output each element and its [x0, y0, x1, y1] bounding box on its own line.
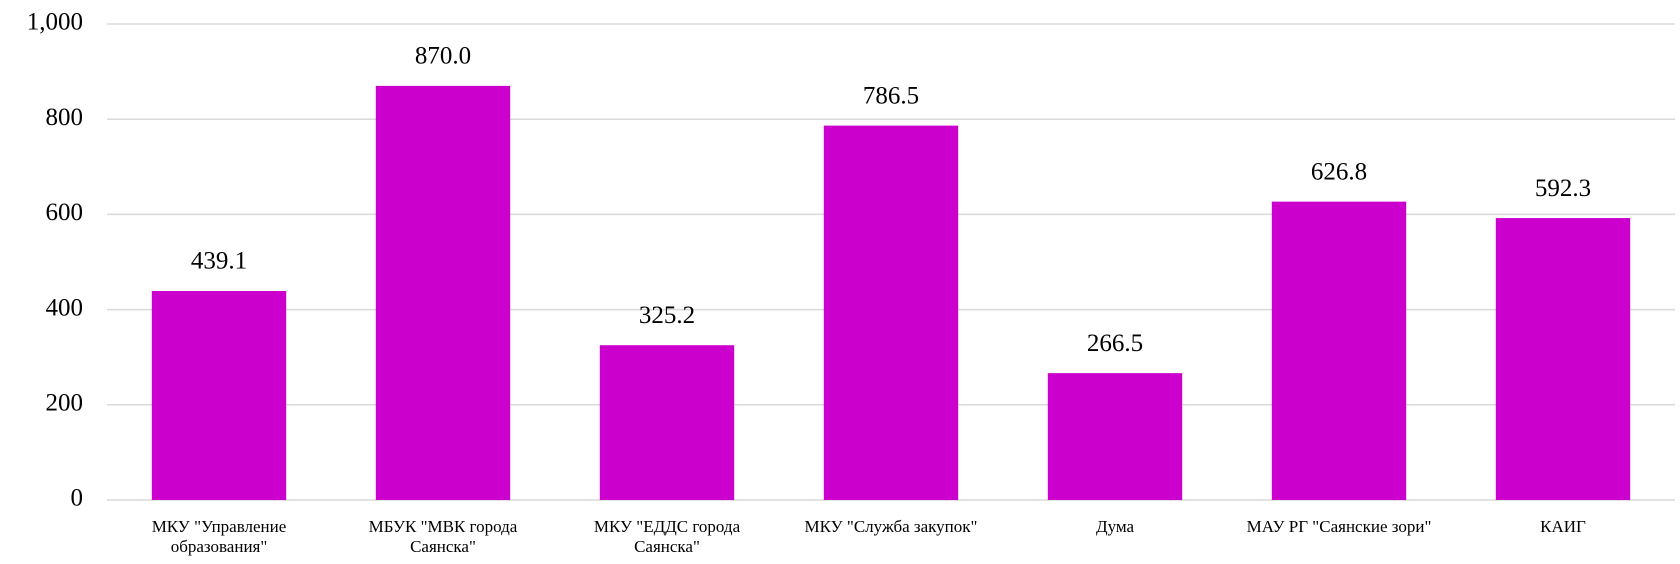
bar [599, 345, 735, 500]
x-tick-label: Дума [1095, 517, 1135, 536]
data-label: 786.5 [863, 82, 919, 109]
x-tick-label: МБУК "МВК города Саянска" [368, 517, 518, 556]
y-tick-label: 800 [46, 104, 84, 131]
x-tick-label: МАУ РГ "Саянские зори" [1246, 517, 1432, 536]
x-tick-label: МКУ "Служба закупок" [804, 517, 978, 536]
bar [1271, 201, 1407, 501]
x-tick-label: МКУ "Управление образования" [151, 517, 287, 556]
data-label: 439.1 [191, 248, 247, 275]
data-label: 870.0 [415, 43, 471, 70]
data-label: 325.2 [639, 302, 695, 329]
bar [1047, 373, 1183, 500]
x-tick-label: КАИГ [1540, 517, 1586, 536]
y-tick-label: 600 [46, 199, 84, 226]
y-tick-label: 400 [46, 294, 84, 321]
bar [375, 85, 511, 500]
bar [1495, 218, 1631, 501]
x-tick-label: МКУ "ЕДДС города Саянска" [593, 517, 741, 556]
data-label: 592.3 [1535, 175, 1591, 202]
y-tick-label: 0 [71, 485, 84, 512]
data-label: 266.5 [1087, 330, 1143, 357]
bar [823, 125, 959, 500]
y-tick-label: 200 [46, 390, 84, 417]
data-label: 626.8 [1311, 158, 1367, 185]
y-tick-label: 1,000 [27, 9, 83, 36]
bar [151, 290, 287, 500]
